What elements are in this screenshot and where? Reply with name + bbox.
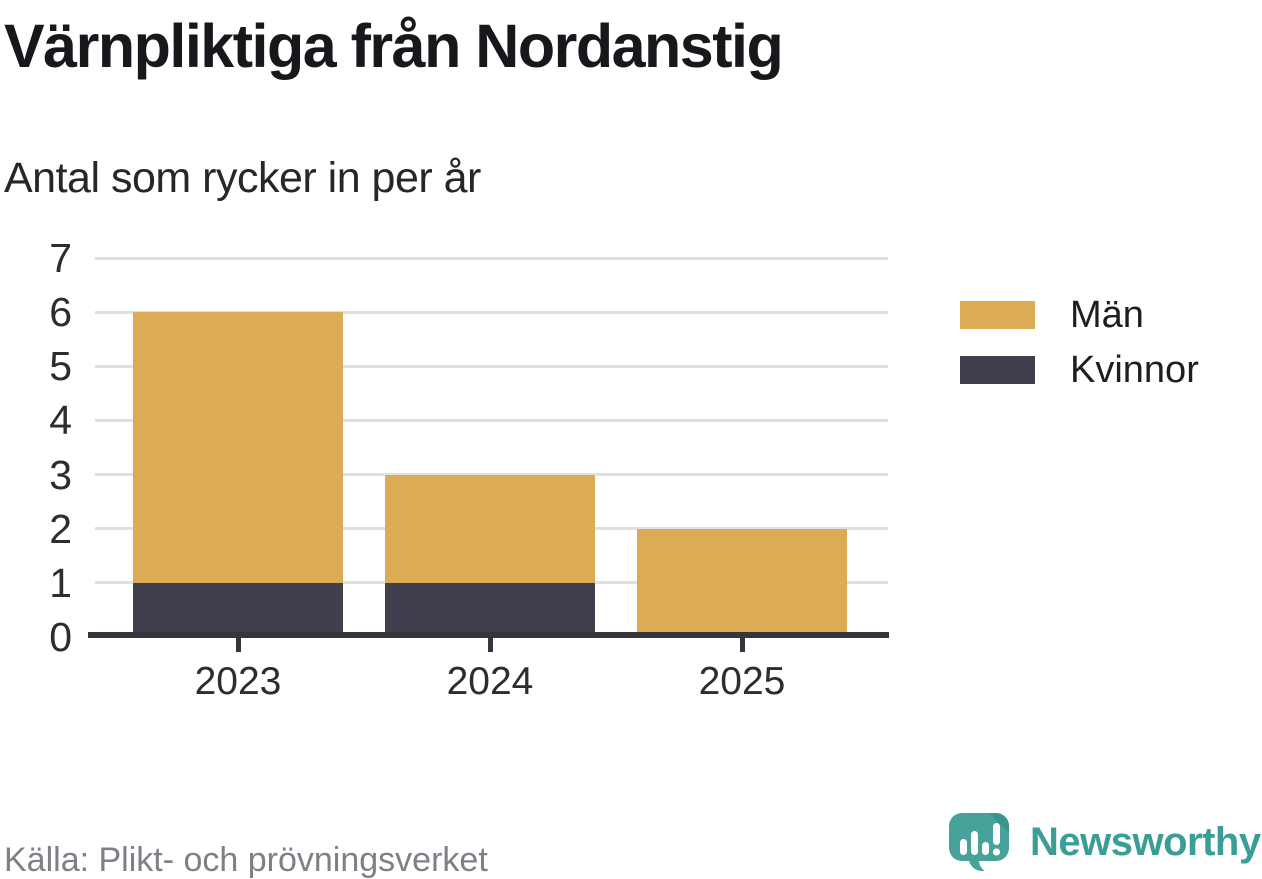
y-axis-tick-label: 0 (49, 614, 72, 660)
source-caption: Källa: Plikt- och prövningsverket (4, 841, 488, 879)
x-axis-tick-label: 2024 (446, 660, 534, 703)
y-axis-tick-label: 7 (49, 235, 72, 281)
x-axis-line (88, 632, 889, 638)
chart-title: Värnpliktiga från Nordanstig (4, 12, 784, 80)
y-axis-tick-label: 4 (49, 397, 72, 444)
legend-item-män: Män (960, 296, 1199, 334)
legend-swatch-kvinnor (960, 356, 1035, 384)
bar-segment-2023-kvinnor (133, 582, 343, 637)
bar-segment-2023-män (133, 312, 343, 583)
x-axis-tick (235, 638, 241, 652)
x-axis-tick (487, 638, 493, 652)
y-axis-tick-label: 2 (49, 505, 72, 552)
x-axis-tick (739, 638, 745, 652)
x-axis-tick-label: 2023 (194, 660, 282, 703)
y-axis-tick-label: 5 (49, 343, 72, 390)
y-axis-tick-label: 1 (49, 559, 72, 606)
gridline-y6 (95, 310, 888, 314)
legend-swatch-män (960, 301, 1035, 329)
gridline-y4 (95, 418, 888, 422)
chart-subtitle: Antal som rycker in per år (4, 154, 481, 202)
legend-label: Män (1070, 294, 1144, 336)
gridline-y5 (95, 364, 888, 368)
bar-segment-2024-kvinnor (385, 582, 595, 637)
legend: Män Kvinnor (960, 296, 1199, 411)
y-axis-tick-label: 3 (49, 451, 72, 498)
bar-segment-2025-män (637, 528, 847, 637)
legend-label: Kvinnor (1070, 349, 1199, 391)
bar-segment-2024-män (385, 474, 595, 583)
brand-lockup: Newsworthy (946, 810, 1261, 874)
y-axis-tick-label: 6 (49, 289, 72, 336)
brand-name: Newsworthy (1030, 820, 1261, 864)
gridline-y7 (95, 256, 888, 260)
x-axis-tick-label: 2025 (698, 660, 786, 703)
legend-item-kvinnor: Kvinnor (960, 351, 1199, 389)
newsworthy-logo-icon (949, 813, 1009, 872)
